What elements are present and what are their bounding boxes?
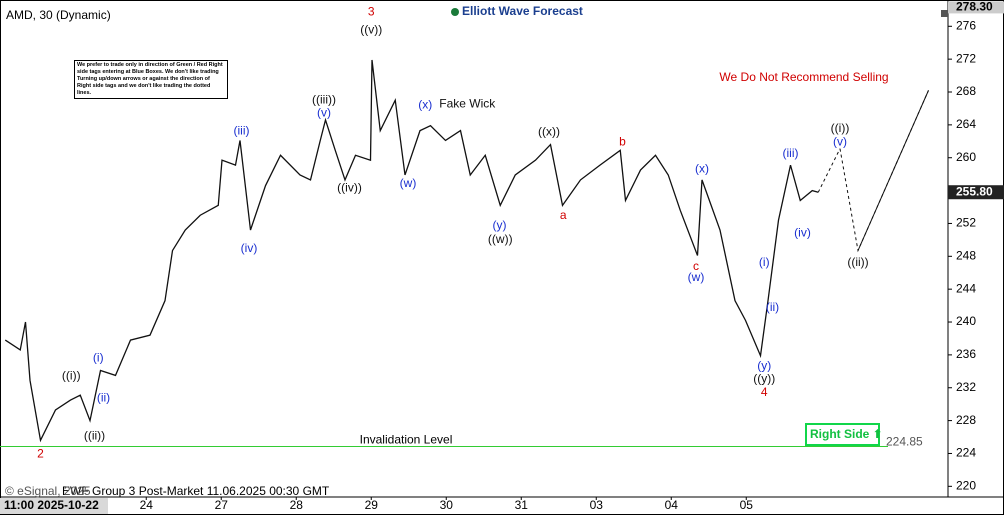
wave-label: Fake Wick <box>439 97 496 111</box>
wave-label: (i) <box>93 350 104 364</box>
wave-label: a <box>560 208 567 222</box>
chart-title: AMD, 30 (Dynamic) <box>6 8 111 22</box>
x-tick-label: 28 <box>290 498 304 512</box>
x-tick-label: 24 <box>140 498 154 512</box>
wave-label: ((ii)) <box>84 428 105 442</box>
x-tick-label: 04 <box>665 498 679 512</box>
projection-path <box>839 90 929 253</box>
brand: Elliott Wave Forecast <box>462 4 583 18</box>
invalidation-value: 224.85 <box>886 435 923 449</box>
wave-label: ((v)) <box>360 23 382 37</box>
right-side-tag <box>805 423 880 446</box>
y-tick-label: 272 <box>956 51 976 65</box>
wave-label: (iii) <box>234 124 250 138</box>
y-tick-label: 264 <box>956 117 976 131</box>
y-tick-label: 260 <box>956 150 976 164</box>
wave-label: ((i)) <box>831 121 850 135</box>
wave-label: c <box>693 259 699 273</box>
high-price-label: 278.30 <box>956 0 993 14</box>
wave-label: (y) <box>757 359 771 373</box>
high-price-box <box>948 1 1004 14</box>
wave-label: ((iv)) <box>337 180 362 194</box>
y-tick-label: 236 <box>956 347 976 361</box>
y-tick-label: 244 <box>956 281 976 295</box>
wave-label: 2 <box>37 446 44 460</box>
right-side-label: Right Side ⬆ <box>810 427 883 441</box>
wave-label: b <box>619 134 626 148</box>
y-tick-label: 240 <box>956 314 976 328</box>
last-price-box <box>948 185 1004 200</box>
y-tick-label: 248 <box>956 248 976 262</box>
wave-label: (v) <box>317 106 331 120</box>
wave-label: (x) <box>695 161 709 175</box>
wave-label: ((ii)) <box>847 255 868 269</box>
wave-label: (w) <box>400 176 417 190</box>
x-tick-label: 31 <box>515 498 529 512</box>
logo-icon <box>451 8 459 16</box>
wave-label: ((w)) <box>488 232 513 246</box>
wave-label: (ii) <box>766 300 779 314</box>
x-tick-label: 27 <box>215 498 229 512</box>
invalidation-label: Invalidation Level <box>360 433 453 447</box>
copyright: © eSignal, 2025 <box>5 484 91 498</box>
x-tick-label: 03 <box>590 498 604 512</box>
wave-label: (i) <box>759 255 770 269</box>
cursor-box <box>0 498 108 514</box>
wave-label: 4 <box>761 385 768 399</box>
y-tick-label: 228 <box>956 413 976 427</box>
wave-label: ((x)) <box>538 124 560 138</box>
wave-label: ((i)) <box>62 368 81 382</box>
footer-note: EWF Group 3 Post-Market 11.06.2025 00:30… <box>62 484 330 498</box>
x-tick-label: 29 <box>365 498 379 512</box>
price-line <box>4 59 819 443</box>
last-price-label: 255.80 <box>956 184 993 198</box>
wave-label: (iv) <box>241 241 258 255</box>
y-tick-label: 268 <box>956 84 976 98</box>
wave-label: We Do Not Recommend Selling <box>719 70 888 84</box>
wave-label: 3 <box>368 4 375 18</box>
wave-label: (iv) <box>794 225 811 239</box>
y-tick-label: 252 <box>956 216 976 230</box>
disclaimer-note: We prefer to trade only in direction of … <box>74 60 228 99</box>
wave-label: (v) <box>833 134 847 148</box>
y-tick-label: 232 <box>956 380 976 394</box>
wave-label: (x) <box>418 97 432 111</box>
wave-label: (y) <box>493 218 507 232</box>
x-tick-label: 30 <box>440 498 454 512</box>
projection-solid <box>857 90 929 251</box>
wave-label: (iii) <box>783 146 799 160</box>
wave-label: (ii) <box>97 391 110 405</box>
x-tick-label: 05 <box>740 498 754 512</box>
wave-label: (w) <box>688 270 705 284</box>
y-tick-label: 224 <box>956 446 976 460</box>
projection-connector <box>817 148 841 193</box>
cursor-label: 11:00 2025-10-22 <box>4 498 99 512</box>
wave-label: ((y)) <box>753 372 775 386</box>
y-tick-label: 276 <box>956 18 976 32</box>
menu-icon <box>941 10 948 17</box>
y-tick-label: 220 <box>956 478 976 492</box>
wave-label: ((iii)) <box>312 92 336 106</box>
